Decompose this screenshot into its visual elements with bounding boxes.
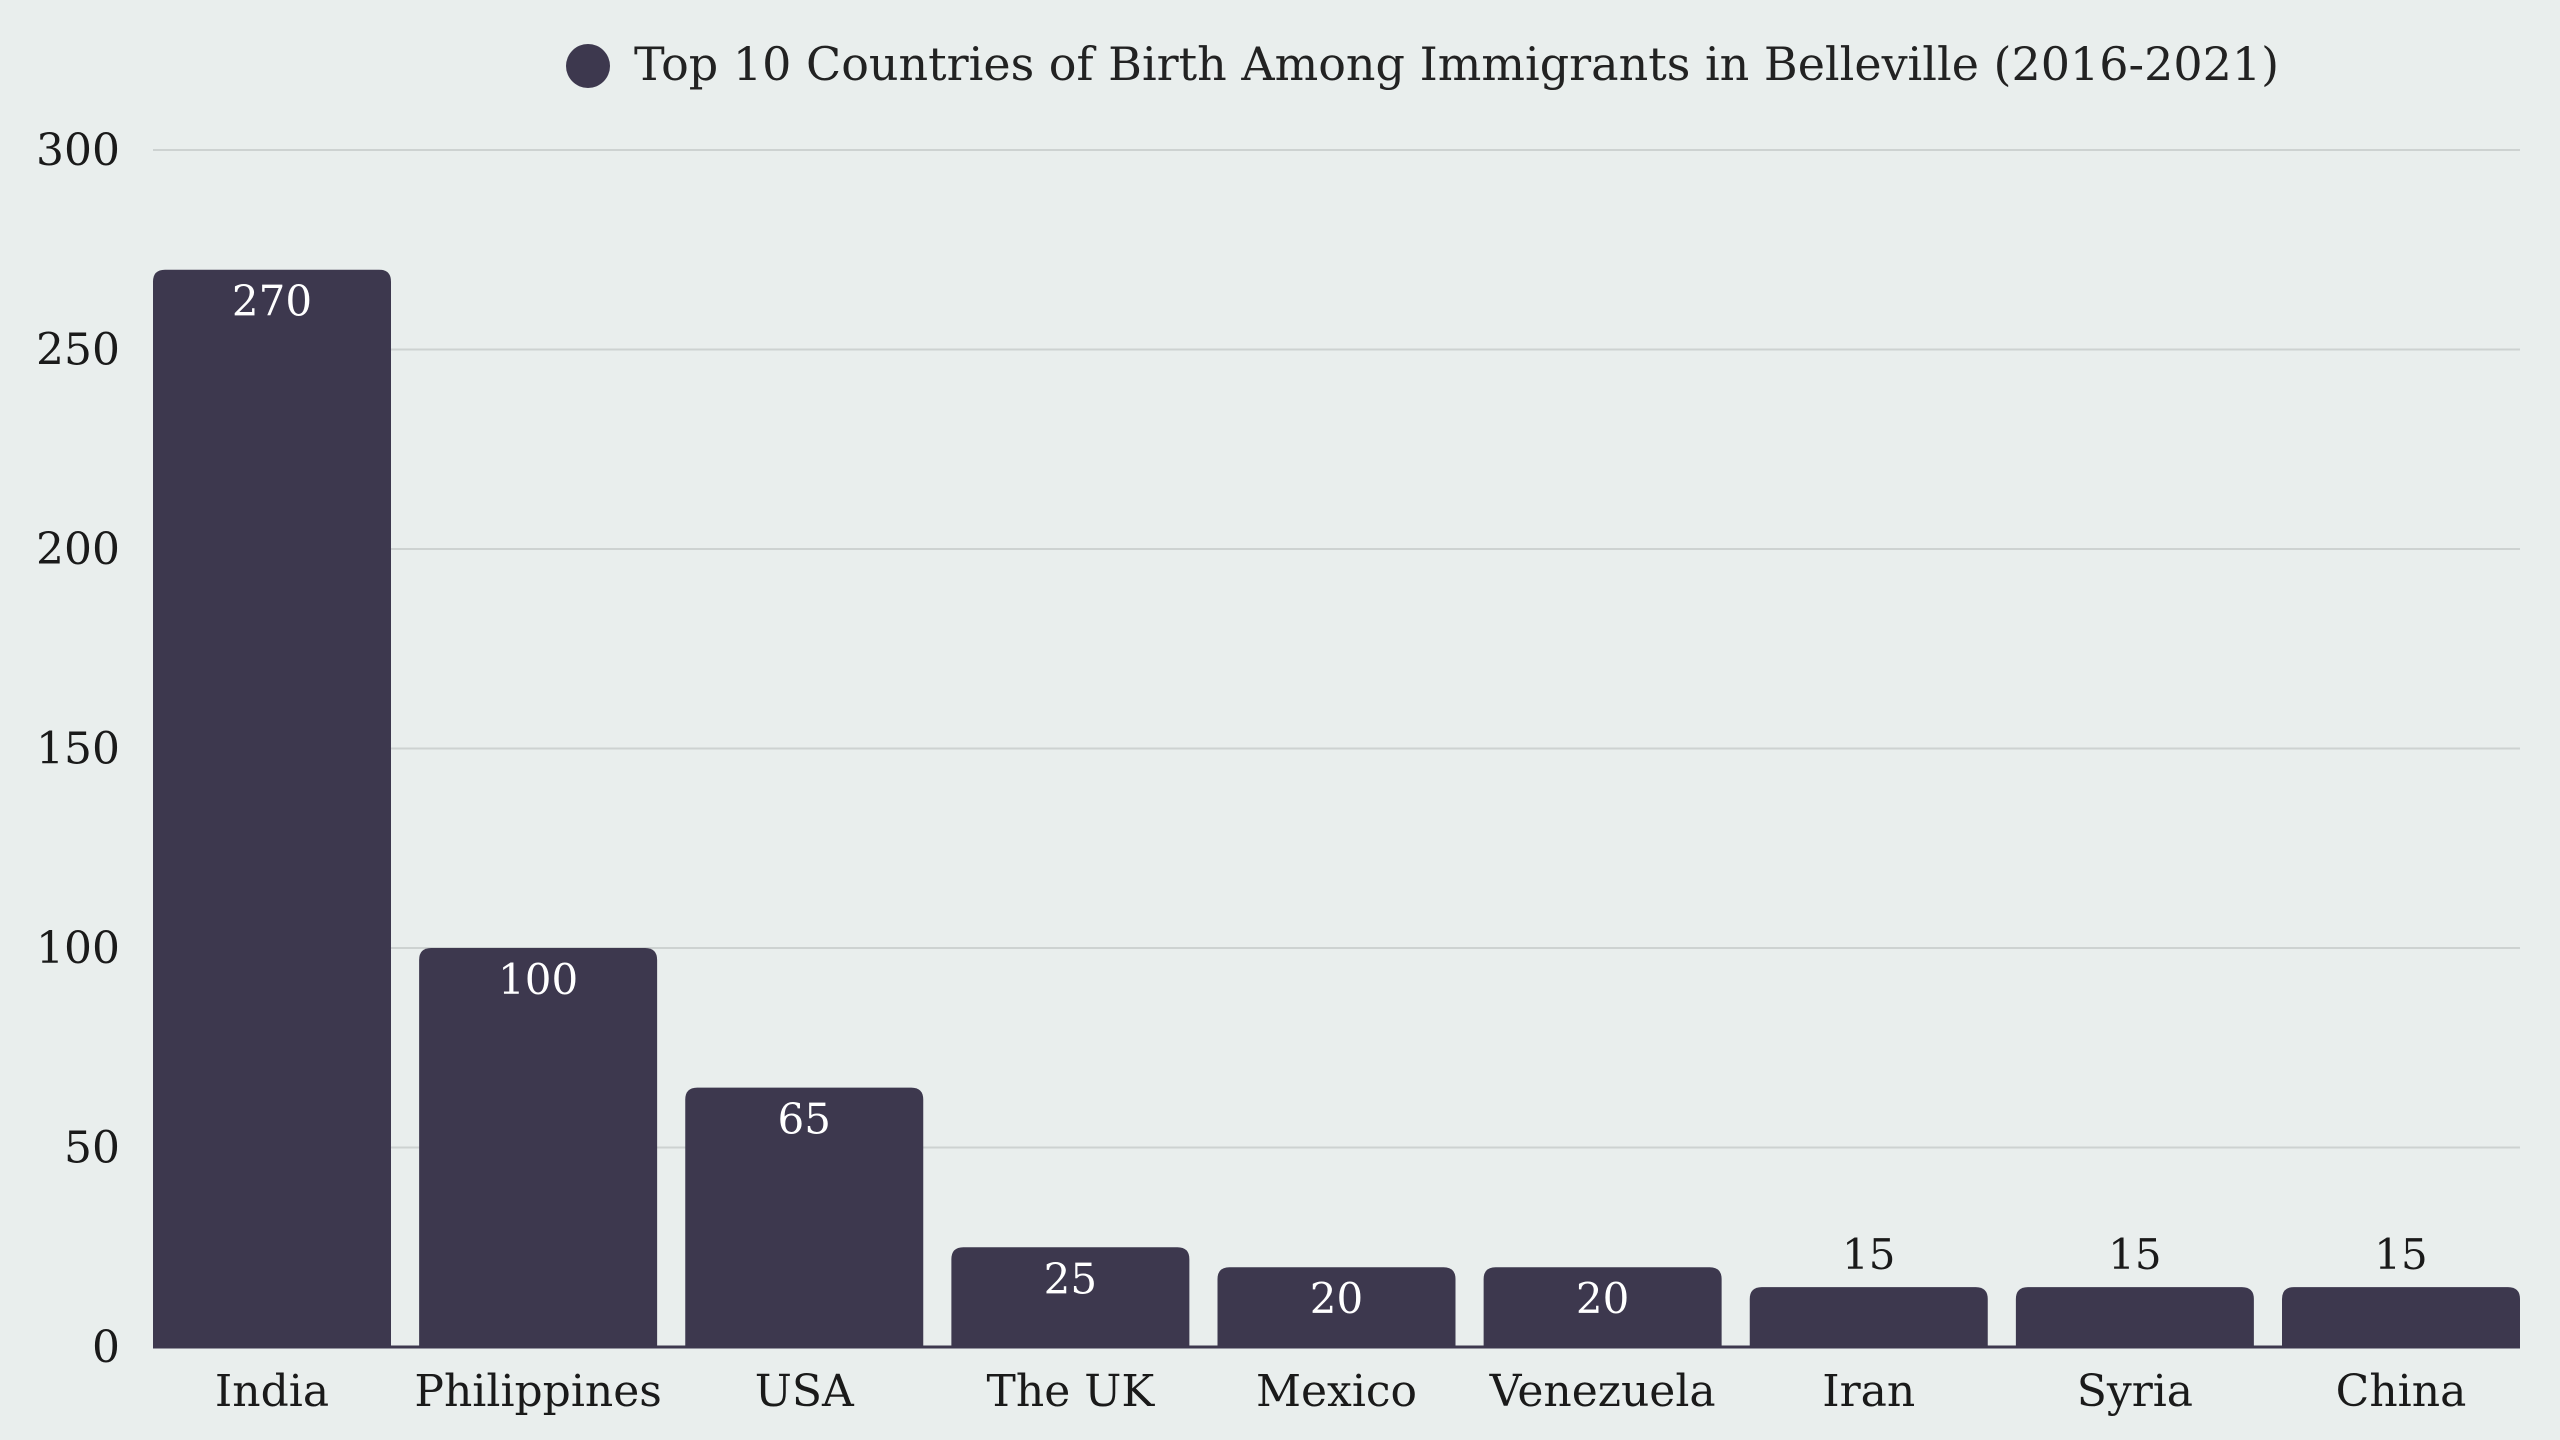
bar-value-label: 20 [1310, 1274, 1363, 1323]
y-axis: 0 50 100 150 200 250 300 [36, 125, 120, 1373]
x-tick-label: Venezuela [1489, 1366, 1716, 1417]
x-tick-label: China [2336, 1366, 2467, 1417]
y-tick-label: 0 [92, 1322, 120, 1373]
x-tick-label: Iran [1822, 1366, 1915, 1417]
x-tick-label: Philippines [414, 1366, 662, 1417]
x-tick-label: USA [755, 1366, 855, 1417]
bar [2015, 1287, 2254, 1347]
y-tick-label: 150 [36, 724, 120, 775]
x-tick-label: Syria [2077, 1366, 2193, 1417]
bar-value-label: 25 [1044, 1254, 1097, 1303]
bar-value-label: 15 [2108, 1230, 2161, 1279]
bars [153, 269, 2520, 1348]
bar [419, 948, 658, 1347]
y-tick-label: 250 [36, 325, 120, 376]
chart-title: Top 10 Countries of Birth Among Immigran… [634, 37, 2279, 91]
value-labels: 270 100 65 25 20 20 15 15 15 [232, 277, 2428, 1323]
bar-value-label: 270 [232, 277, 312, 326]
x-axis: India Philippines USA The UK Mexico Venezuela… [153, 1345, 2520, 1417]
bar-value-label: 20 [1576, 1274, 1629, 1323]
y-tick-label: 100 [36, 923, 120, 974]
bar [1217, 1267, 1456, 1347]
y-tick-label: 200 [36, 524, 120, 575]
y-tick-label: 300 [36, 125, 120, 176]
bar [1749, 1287, 1988, 1347]
x-tick-label: The UK [987, 1366, 1156, 1417]
bar [951, 1247, 1190, 1347]
bar-value-label: 100 [498, 955, 578, 1004]
bar-value-label: 15 [1842, 1230, 1895, 1279]
bar-value-label: 65 [778, 1095, 831, 1144]
bar [2282, 1287, 2520, 1347]
bar [153, 269, 391, 1348]
bar [685, 1087, 924, 1347]
bar-value-label: 15 [2374, 1230, 2427, 1279]
x-tick-label: Mexico [1256, 1366, 1417, 1417]
bar [1483, 1267, 1722, 1347]
legend: Top 10 Countries of Birth Among Immigran… [566, 37, 2279, 91]
legend-marker [566, 44, 610, 88]
x-tick-label: India [215, 1366, 329, 1417]
y-tick-label: 50 [64, 1123, 120, 1174]
